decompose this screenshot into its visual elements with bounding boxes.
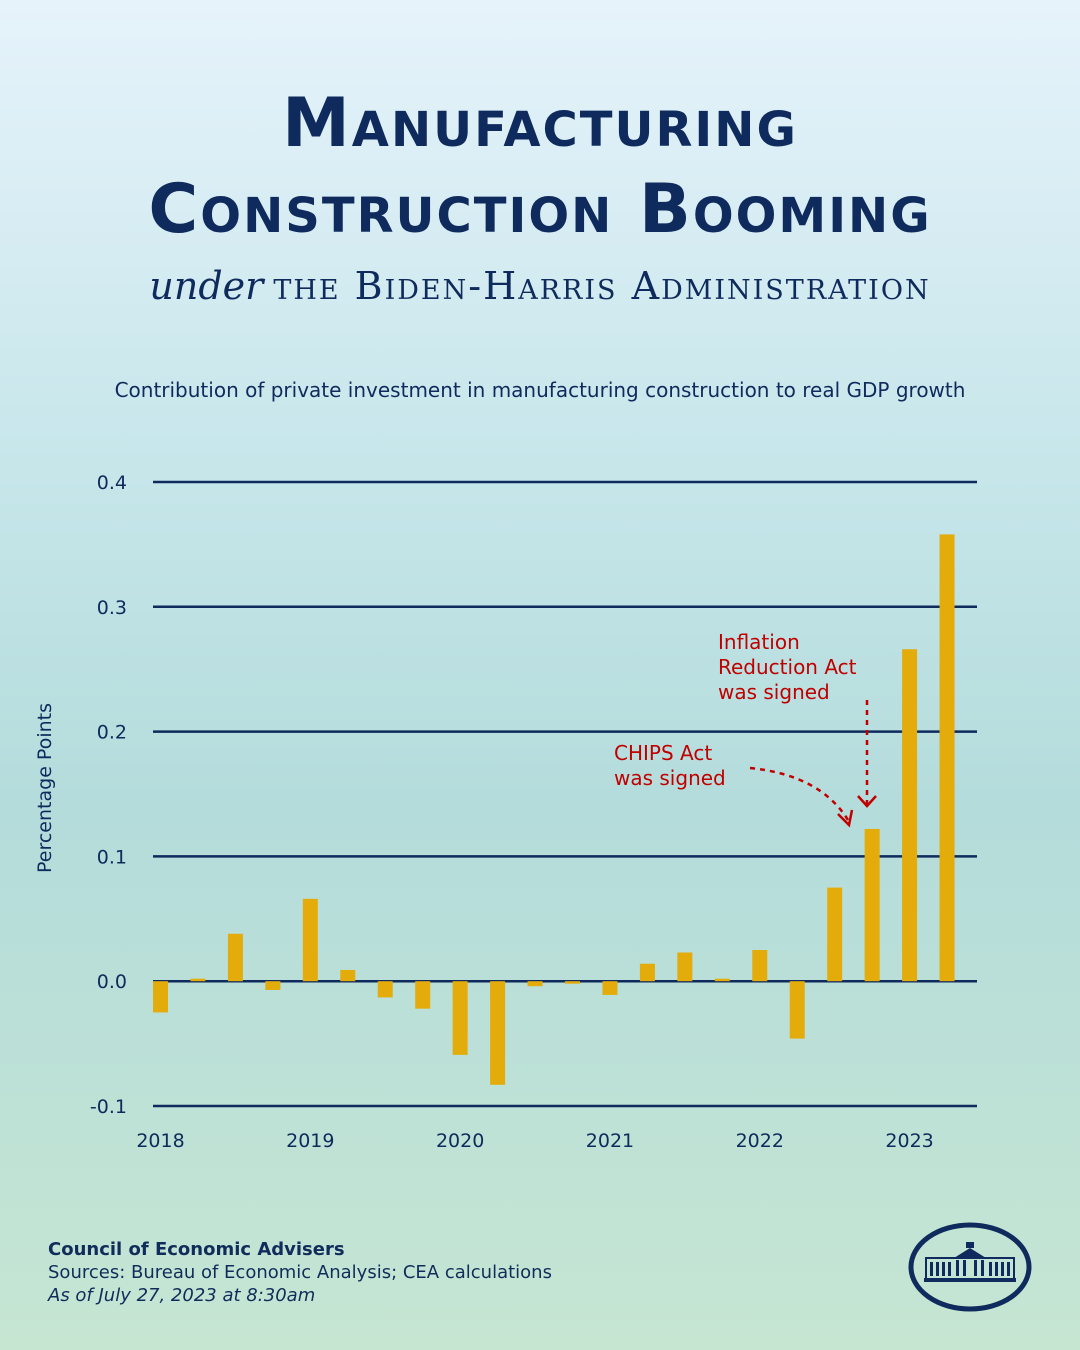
title-line-2: Construction Booming xyxy=(148,170,932,249)
footer-date: As of July 27, 2023 at 8:30am xyxy=(48,1285,316,1306)
y-tick-label: 0.4 xyxy=(97,472,127,494)
bar xyxy=(902,649,918,982)
x-tick-label: 2021 xyxy=(586,1130,634,1152)
bar xyxy=(864,828,880,982)
y-tick-labels: 0.4 0.3 0.2 0.1 0.0 -0.1 xyxy=(90,472,127,1118)
bar-chart: 0.4 0.3 0.2 0.1 0.0 -0.1 2018 2019 2020 2021 2022… xyxy=(34,472,977,1152)
chips-arrow-head xyxy=(837,809,854,828)
ira-line-1: Inflation xyxy=(718,630,800,654)
bar xyxy=(527,981,543,987)
bar xyxy=(752,950,768,982)
y-tick-label: 0.3 xyxy=(97,597,127,619)
x-tick-label: 2019 xyxy=(286,1130,334,1152)
ira-line-2: Reduction Act xyxy=(718,655,857,679)
bar xyxy=(415,981,431,1009)
bar xyxy=(490,981,506,1085)
title-line-1: Manufacturing xyxy=(282,84,798,163)
y-tick-label: 0.2 xyxy=(97,722,127,744)
footer-sources: Sources: Bureau of Economic Analysis; CE… xyxy=(48,1262,552,1283)
ira-line-3: was signed xyxy=(718,680,830,704)
annotations: Inflation Reduction Act was signed CHIPS… xyxy=(614,630,877,828)
bar xyxy=(265,981,281,990)
bars xyxy=(153,534,955,1085)
footer-org: Council of Economic Advisers xyxy=(48,1239,345,1260)
subtitle-administration: the Biden-Harris Administration xyxy=(273,264,931,308)
white-house-seal-icon xyxy=(908,1222,1032,1312)
bar xyxy=(827,887,843,982)
subtitle-under: under xyxy=(149,264,264,308)
y-tick-label: 0.1 xyxy=(97,846,127,868)
bar xyxy=(153,981,168,1013)
ira-arrow-head xyxy=(857,795,877,808)
gridlines xyxy=(153,480,977,1108)
ira-annotation: Inflation Reduction Act was signed xyxy=(718,630,863,704)
bar xyxy=(714,978,730,982)
y-tick-label: -0.1 xyxy=(90,1096,127,1118)
subtitle: under the Biden-Harris Administration xyxy=(0,264,1080,308)
bar xyxy=(452,981,468,1055)
bar xyxy=(677,952,693,982)
chips-line-2: was signed xyxy=(614,766,726,790)
x-tick-labels: 2018 2019 2020 2021 2022 2023 xyxy=(136,1130,933,1152)
bar xyxy=(939,534,955,982)
bar xyxy=(227,933,243,982)
bar xyxy=(602,981,618,995)
x-tick-label: 2018 xyxy=(136,1130,184,1152)
bar xyxy=(302,898,318,982)
bar xyxy=(565,981,580,984)
y-axis-label: Percentage Points xyxy=(34,703,56,873)
x-tick-label: 2023 xyxy=(885,1130,933,1152)
bar xyxy=(789,981,805,1039)
x-tick-label: 2020 xyxy=(436,1130,484,1152)
footer: Council of Economic Advisers Sources: Bu… xyxy=(48,1238,552,1307)
bar xyxy=(190,978,206,982)
bar xyxy=(377,981,393,998)
x-tick-label: 2022 xyxy=(736,1130,784,1152)
bar xyxy=(639,963,655,982)
chips-annotation: CHIPS Act was signed xyxy=(614,741,726,790)
y-tick-label: 0.0 xyxy=(97,971,127,993)
bar xyxy=(340,969,356,982)
chips-line-1: CHIPS Act xyxy=(614,741,712,765)
chart-title: Contribution of private investment in ma… xyxy=(114,378,966,402)
chips-arrow-line xyxy=(749,766,850,821)
